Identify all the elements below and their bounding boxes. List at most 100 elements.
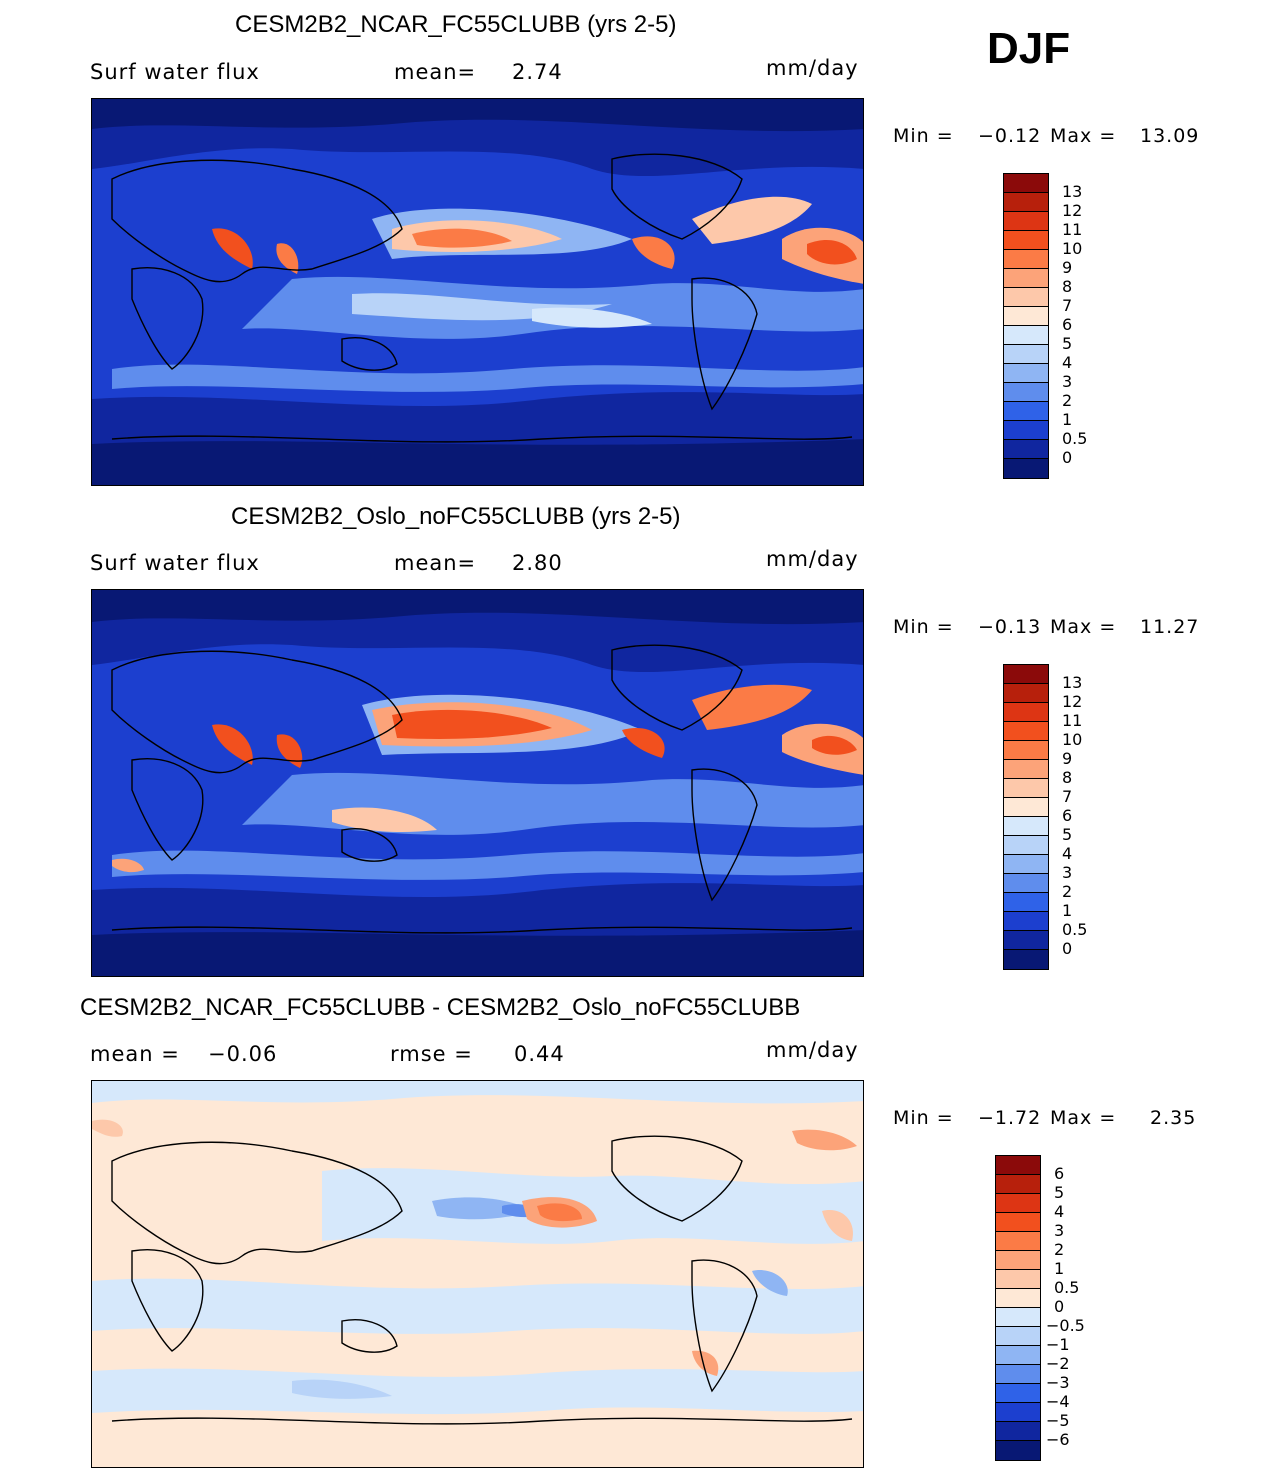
colorbar-tick-label: −3 xyxy=(1046,1373,1070,1392)
colorbar-tick-label: 0.5 xyxy=(1054,1278,1080,1297)
panel3-map xyxy=(91,1080,864,1468)
panel2-map xyxy=(91,589,864,977)
colorbar-segment xyxy=(1004,193,1048,212)
colorbar-tick-label: 11 xyxy=(1062,220,1083,239)
panel3-mean-value: −0.06 xyxy=(208,1042,278,1066)
colorbar-tick-label: 4 xyxy=(1054,1202,1065,1221)
colorbar-segment xyxy=(996,1156,1040,1175)
panel2-units: mm/day xyxy=(766,547,859,571)
colorbar-tick-label: 0 xyxy=(1062,448,1073,467)
colorbar-tick-label: 7 xyxy=(1062,787,1073,806)
colorbar-segment xyxy=(996,1232,1040,1251)
colorbar-tick-label: 3 xyxy=(1062,863,1073,882)
colorbar-tick-label: 8 xyxy=(1062,277,1073,296)
panel1-max-value: 13.09 xyxy=(1140,125,1200,147)
colorbar-tick-label: 9 xyxy=(1062,749,1073,768)
colorbar-segment xyxy=(1004,665,1048,684)
colorbar-tick-label: 1 xyxy=(1062,901,1073,920)
colorbar-segment xyxy=(1004,421,1048,440)
colorbar-tick-label: 0.5 xyxy=(1062,920,1088,939)
colorbar-segment xyxy=(996,1270,1040,1289)
panel2-max-label: Max = xyxy=(1050,616,1117,638)
colorbar-segment xyxy=(1004,440,1048,459)
colorbar-tick-label: −1 xyxy=(1046,1335,1070,1354)
colorbar-segment xyxy=(996,1175,1040,1194)
colorbar-segment xyxy=(1004,345,1048,364)
colorbar-segment xyxy=(996,1194,1040,1213)
colorbar-tick-label: 6 xyxy=(1062,806,1073,825)
panel1-variable: Surf water flux xyxy=(90,60,260,84)
colorbar-tick-label: 13 xyxy=(1062,673,1083,692)
colorbar-segment xyxy=(1004,855,1048,874)
panel2-mean-label: mean= xyxy=(394,551,477,575)
colorbar-segment xyxy=(996,1346,1040,1365)
colorbar-segment xyxy=(1004,703,1048,722)
season-label: DJF xyxy=(987,24,1071,73)
colorbar-tick-label: 2 xyxy=(1062,391,1073,410)
colorbar-segment xyxy=(1004,383,1048,402)
colorbar-tick-label: 0.5 xyxy=(1062,429,1088,448)
colorbar-segment xyxy=(996,1213,1040,1232)
colorbar-tick-label: −2 xyxy=(1046,1354,1070,1373)
panel1-field xyxy=(92,99,863,485)
colorbar-segment xyxy=(1004,874,1048,893)
panel2-field xyxy=(92,590,863,976)
colorbar-tick-label: 0 xyxy=(1062,939,1073,958)
colorbar-tick-label: 7 xyxy=(1062,296,1073,315)
colorbar-tick-label: −4 xyxy=(1046,1392,1070,1411)
colorbar-tick-label: 6 xyxy=(1054,1164,1065,1183)
panel1-min-value: −0.12 xyxy=(978,125,1042,147)
colorbar-tick-label: 4 xyxy=(1062,353,1073,372)
colorbar-tick-label: 4 xyxy=(1062,844,1073,863)
colorbar-tick-label: 3 xyxy=(1062,372,1073,391)
panel3-units: mm/day xyxy=(766,1038,859,1062)
colorbar-segment xyxy=(1004,212,1048,231)
panel2-min-label: Min = xyxy=(893,616,954,638)
colorbar-tick-label: 10 xyxy=(1062,730,1083,749)
colorbar-segment xyxy=(1004,798,1048,817)
colorbar-segment xyxy=(1004,817,1048,836)
colorbar-tick-label: −5 xyxy=(1046,1411,1070,1430)
colorbar-tick-label: 8 xyxy=(1062,768,1073,787)
panel3-max-value: 2.35 xyxy=(1150,1107,1197,1129)
panel3-field xyxy=(92,1081,863,1467)
colorbar-segment xyxy=(1004,741,1048,760)
panel2-mean-value: 2.80 xyxy=(512,551,563,575)
colorbar-tick-label: 13 xyxy=(1062,182,1083,201)
colorbar-tick-label: 1 xyxy=(1062,410,1073,429)
panel1-mean-label: mean= xyxy=(394,60,477,84)
panel3-title: CESM2B2_NCAR_FC55CLUBB - CESM2B2_Oslo_no… xyxy=(80,994,801,1021)
colorbar-segment xyxy=(1004,912,1048,931)
colorbar-segment xyxy=(1004,779,1048,798)
colorbar-segment xyxy=(1004,893,1048,912)
colorbar-tick-label: 12 xyxy=(1062,692,1083,711)
panel2-title: CESM2B2_Oslo_noFC55CLUBB (yrs 2-5) xyxy=(231,503,681,530)
panel2-max-value: 11.27 xyxy=(1140,616,1200,638)
colorbar-tick-label: 5 xyxy=(1062,825,1073,844)
panel3-rmse-value: 0.44 xyxy=(514,1042,565,1066)
colorbar-segment xyxy=(1004,722,1048,741)
panel3-min-label: Min = xyxy=(893,1107,954,1129)
colorbar-segment xyxy=(1004,364,1048,383)
panel1-min-label: Min = xyxy=(893,125,954,147)
colorbar-segment xyxy=(996,1422,1040,1441)
colorbar-segment xyxy=(996,1384,1040,1403)
colorbar-segment xyxy=(1004,231,1048,250)
panel1-title: CESM2B2_NCAR_FC55CLUBB (yrs 2-5) xyxy=(235,11,677,38)
colorbar-segment xyxy=(1004,269,1048,288)
panel3-rmse-label: rmse = xyxy=(390,1042,473,1066)
colorbar-tick-label: 10 xyxy=(1062,239,1083,258)
panel1-colorbar xyxy=(1003,173,1049,479)
colorbar-tick-label: 5 xyxy=(1054,1183,1065,1202)
colorbar-segment xyxy=(1004,684,1048,703)
colorbar-segment xyxy=(996,1441,1040,1460)
colorbar-segment xyxy=(1004,950,1048,969)
colorbar-tick-label: 12 xyxy=(1062,201,1083,220)
colorbar-tick-label: 6 xyxy=(1062,315,1073,334)
panel3-colorbar xyxy=(995,1155,1041,1461)
panel1-max-label: Max = xyxy=(1050,125,1117,147)
colorbar-tick-label: 11 xyxy=(1062,711,1083,730)
panel3-mean-label: mean = xyxy=(90,1042,180,1066)
panel3-max-label: Max = xyxy=(1050,1107,1117,1129)
colorbar-segment xyxy=(996,1308,1040,1327)
